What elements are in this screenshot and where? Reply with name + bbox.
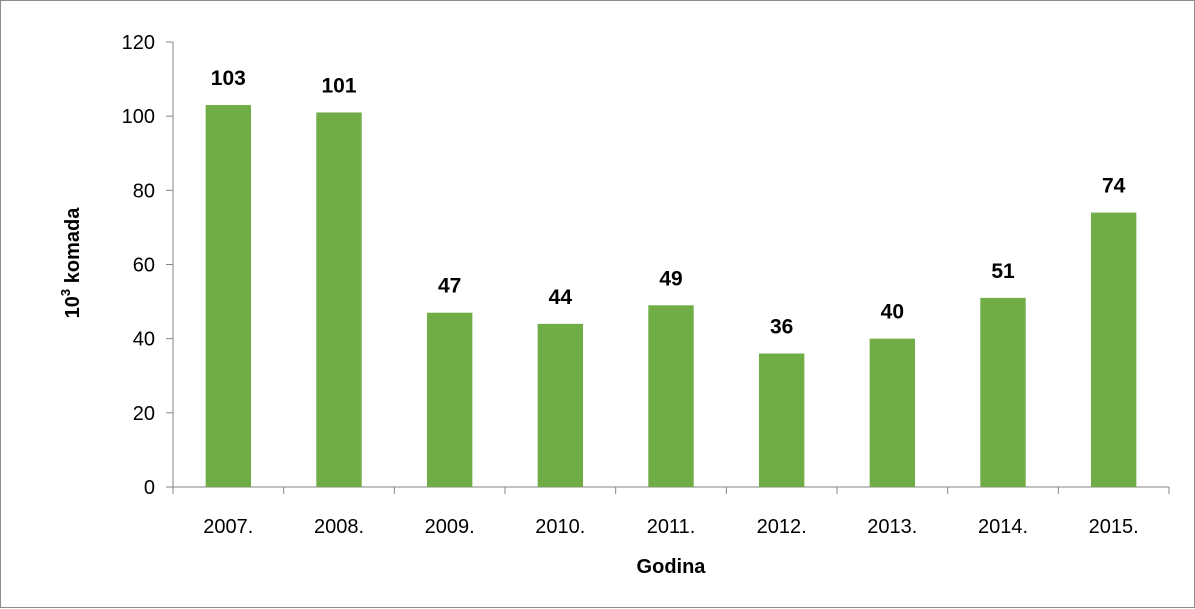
data-label: 44 bbox=[549, 286, 573, 309]
data-label: 101 bbox=[321, 74, 356, 97]
x-tick-label: 2011. bbox=[647, 516, 696, 538]
y-tick-label: 20 bbox=[133, 403, 155, 425]
bar bbox=[537, 323, 584, 487]
data-label: 49 bbox=[659, 267, 682, 290]
y-tick-label: 120 bbox=[122, 32, 155, 54]
y-tick-label: 60 bbox=[133, 255, 155, 277]
x-tick-label: 2013. bbox=[867, 516, 917, 538]
y-tick-label: 0 bbox=[144, 477, 155, 499]
bar bbox=[316, 112, 362, 487]
x-tick-label: 2007. bbox=[203, 516, 253, 538]
bar bbox=[980, 297, 1026, 487]
bar bbox=[869, 338, 916, 487]
y-tick-label: 80 bbox=[133, 180, 155, 202]
bar bbox=[205, 105, 252, 488]
bar bbox=[1090, 212, 1137, 488]
x-tick-label: 2008. bbox=[314, 516, 364, 538]
x-axis: 2007. 2008. 2009. 2010. 2011. 2012. 2013. 2014.… bbox=[172, 486, 1170, 538]
data-label: 36 bbox=[770, 316, 793, 339]
y-axis-title: 103 komada bbox=[58, 207, 84, 319]
x-tick-label: 2012. bbox=[757, 516, 807, 538]
data-label: 103 bbox=[211, 67, 246, 90]
bar bbox=[758, 353, 805, 487]
y-axis-title-base: 10 bbox=[62, 296, 84, 318]
x-tick-label: 2010. bbox=[535, 516, 585, 538]
x-axis-title: Godina bbox=[637, 556, 707, 578]
y-axis: 0 20 40 60 80 100 120 bbox=[122, 32, 174, 499]
x-tick-label: 2015. bbox=[1089, 516, 1139, 538]
data-label: 74 bbox=[1102, 175, 1126, 198]
data-label: 51 bbox=[991, 260, 1015, 283]
x-tick-label: 2009. bbox=[425, 516, 475, 538]
data-label: 40 bbox=[881, 301, 904, 324]
y-axis-title-unit: komada bbox=[62, 207, 84, 289]
bar bbox=[648, 305, 694, 487]
x-tick-label: 2014. bbox=[978, 516, 1028, 538]
y-tick-label: 100 bbox=[122, 106, 155, 128]
y-tick-label: 40 bbox=[133, 329, 155, 351]
data-labels: 103 101 47 44 49 36 40 51 74 bbox=[211, 67, 1126, 338]
y-axis-title-exponent: 3 bbox=[58, 289, 73, 296]
bars bbox=[205, 105, 1137, 488]
data-label: 47 bbox=[438, 275, 461, 298]
bar bbox=[426, 312, 473, 487]
